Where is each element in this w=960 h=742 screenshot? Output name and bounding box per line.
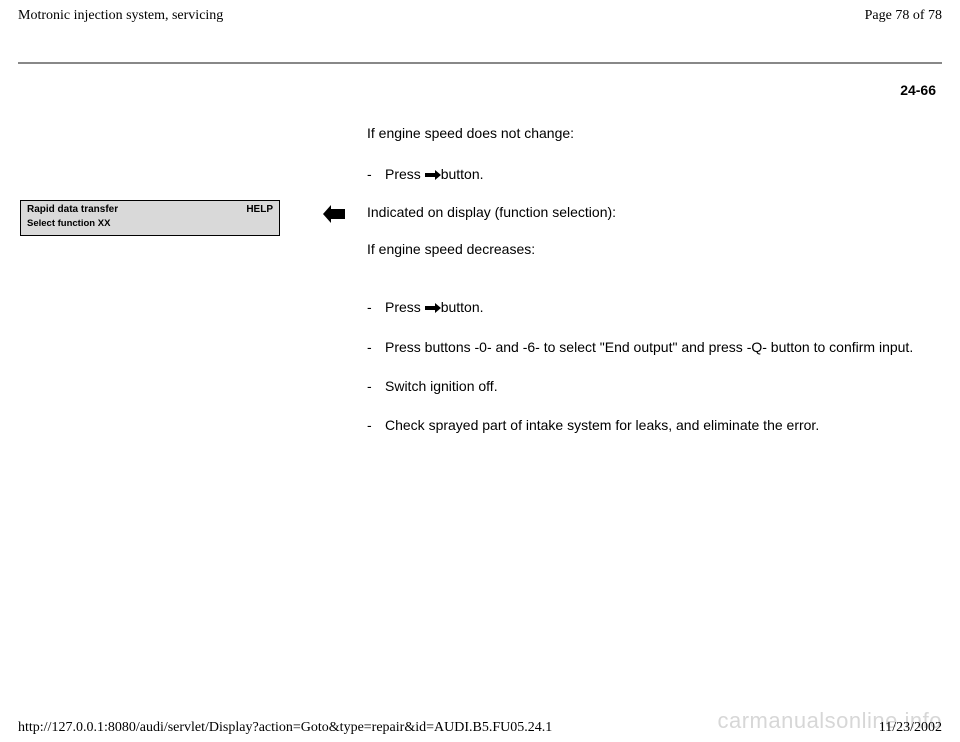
text-intro2: If engine speed decreases: (367, 240, 936, 259)
indicated-block: Indicated on display (function selection… (367, 203, 936, 281)
bullet-3-text: Press buttons -0- and -6- to select "End… (385, 338, 936, 357)
bullet-2-pre: Press (385, 299, 425, 315)
bullet-2-dash: - (367, 298, 385, 318)
display-panel: Rapid data transfer HELP Select function… (20, 200, 280, 236)
bullet-4-dash: - (367, 377, 385, 396)
left-column: Rapid data transfer HELP Select function… (18, 124, 323, 455)
footer-date: 11/23/2002 (879, 720, 942, 736)
left-arrow-icon (323, 203, 367, 281)
display-row-1: Rapid data transfer HELP (21, 201, 279, 218)
content-row: Rapid data transfer HELP Select function… (18, 124, 942, 455)
bullet-3: - Press buttons -0- and -6- to select "E… (367, 338, 936, 357)
header-divider (18, 62, 942, 64)
right-arrow-icon (425, 166, 441, 185)
bullet-1-text: Press button. (385, 165, 936, 185)
bullet-3-dash: - (367, 338, 385, 357)
display-line2: Select function XX (21, 218, 279, 235)
bullet-2-post: button. (441, 299, 484, 315)
print-header: Motronic injection system, servicing Pag… (18, 8, 942, 24)
display-line1-right: HELP (246, 204, 273, 215)
bullet-1-post: button. (441, 166, 484, 182)
page-number: Page 78 of 78 (865, 8, 942, 24)
block-intro1: If engine speed does not change: - Press… (323, 124, 936, 185)
bullet-1-pre: Press (385, 166, 425, 182)
display-line1-left: Rapid data transfer (27, 204, 118, 215)
print-footer: http://127.0.0.1:8080/audi/servlet/Displ… (18, 720, 942, 736)
bullet-5-dash: - (367, 416, 385, 435)
text-intro1: If engine speed does not change: (367, 124, 936, 143)
bullet-5: - Check sprayed part of intake system fo… (367, 416, 936, 435)
right-arrow-icon (425, 299, 441, 318)
bullet-2-text: Press button. (385, 298, 936, 318)
indicated-section: Indicated on display (function selection… (323, 203, 936, 281)
footer-url: http://127.0.0.1:8080/audi/servlet/Displ… (18, 720, 552, 736)
block-bullets-2: - Press button. - Press buttons -0- and … (323, 298, 936, 434)
section-number: 24-66 (18, 82, 942, 98)
bullet-5-text: Check sprayed part of intake system for … (385, 416, 936, 435)
bullet-1: - Press button. (367, 165, 936, 185)
bullet-2: - Press button. (367, 298, 936, 318)
text-indicated: Indicated on display (function selection… (367, 203, 936, 222)
bullet-4-text: Switch ignition off. (385, 377, 936, 396)
bullet-1-dash: - (367, 165, 385, 185)
doc-title: Motronic injection system, servicing (18, 8, 223, 24)
page: Motronic injection system, servicing Pag… (0, 0, 960, 742)
bullet-4: - Switch ignition off. (367, 377, 936, 396)
right-column: If engine speed does not change: - Press… (323, 124, 942, 455)
